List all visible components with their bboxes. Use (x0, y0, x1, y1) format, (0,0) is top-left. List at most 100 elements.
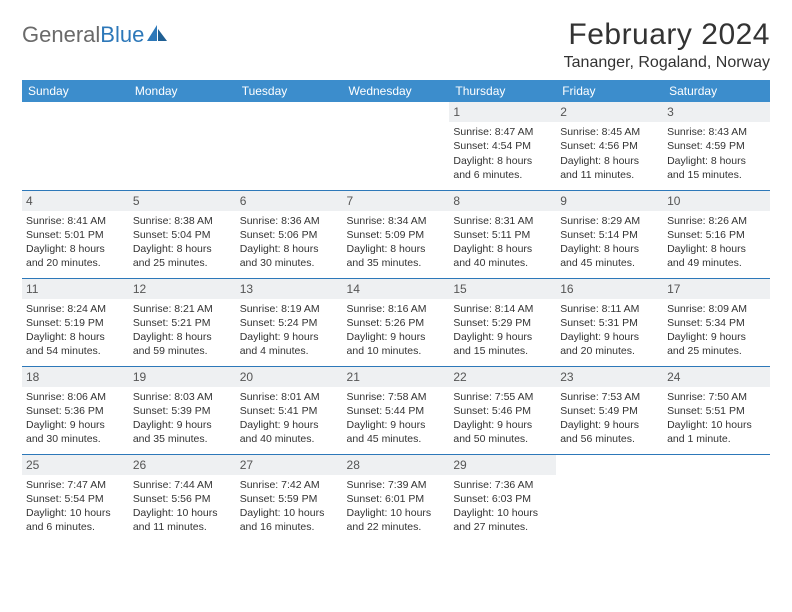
calendar-cell: 13 Sunrise: 8:19 AM Sunset: 5:24 PM Dayli… (236, 278, 343, 366)
day-details: Sunrise: 8:36 AM Sunset: 5:06 PM Dayligh… (240, 214, 339, 271)
day-number: 6 (236, 191, 343, 211)
calendar-cell: 15 Sunrise: 8:14 AM Sunset: 5:29 PM Dayli… (449, 278, 556, 366)
day-number: 24 (663, 367, 770, 387)
day-number: 26 (129, 455, 236, 475)
day-number: 25 (22, 455, 129, 475)
day-details: Sunrise: 8:19 AM Sunset: 5:24 PM Dayligh… (240, 302, 339, 359)
day-details: Sunrise: 8:14 AM Sunset: 5:29 PM Dayligh… (453, 302, 552, 359)
calendar-cell: 19 Sunrise: 8:03 AM Sunset: 5:39 PM Dayli… (129, 366, 236, 454)
day-number: 5 (129, 191, 236, 211)
day-number: 13 (236, 279, 343, 299)
dayhead-wednesday: Wednesday (343, 80, 450, 102)
dayhead-monday: Monday (129, 80, 236, 102)
day-details: Sunrise: 8:11 AM Sunset: 5:31 PM Dayligh… (560, 302, 659, 359)
day-number: 18 (22, 367, 129, 387)
calendar-cell: 26 Sunrise: 7:44 AM Sunset: 5:56 PM Dayli… (129, 454, 236, 542)
day-number: 22 (449, 367, 556, 387)
calendar-cell: 28 Sunrise: 7:39 AM Sunset: 6:01 PM Dayli… (343, 454, 450, 542)
location-subtitle: Tananger, Rogaland, Norway (564, 54, 770, 72)
calendar-cell (343, 102, 450, 190)
day-number: 20 (236, 367, 343, 387)
day-number: 28 (343, 455, 450, 475)
calendar-cell: 10 Sunrise: 8:26 AM Sunset: 5:16 PM Dayli… (663, 190, 770, 278)
calendar-cell (22, 102, 129, 190)
month-title: February 2024 (564, 18, 770, 52)
calendar-row: 4 Sunrise: 8:41 AM Sunset: 5:01 PM Daylig… (22, 190, 770, 278)
dayhead-saturday: Saturday (663, 80, 770, 102)
day-number: 2 (556, 102, 663, 122)
calendar-cell: 16 Sunrise: 8:11 AM Sunset: 5:31 PM Dayli… (556, 278, 663, 366)
day-details: Sunrise: 7:39 AM Sunset: 6:01 PM Dayligh… (347, 478, 446, 535)
calendar-cell: 27Sunrise: 7:42 AM Sunset: 5:59 PM Dayli… (236, 454, 343, 542)
day-details: Sunrise: 7:58 AM Sunset: 5:44 PM Dayligh… (347, 390, 446, 447)
day-number: 10 (663, 191, 770, 211)
day-number: 7 (343, 191, 450, 211)
calendar-cell: 4 Sunrise: 8:41 AM Sunset: 5:01 PM Daylig… (22, 190, 129, 278)
calendar-cell: 1 Sunrise: 8:47 AM Sunset: 4:54 PM Daylig… (449, 102, 556, 190)
calendar-cell: 14 Sunrise: 8:16 AM Sunset: 5:26 PM Dayli… (343, 278, 450, 366)
calendar-cell (129, 102, 236, 190)
day-details: Sunrise: 8:31 AM Sunset: 5:11 PM Dayligh… (453, 214, 552, 271)
calendar-cell: 6 Sunrise: 8:36 AM Sunset: 5:06 PM Daylig… (236, 190, 343, 278)
day-number: 14 (343, 279, 450, 299)
day-details: Sunrise: 7:44 AM Sunset: 5:56 PM Dayligh… (133, 478, 232, 535)
page-header: GeneralBlue February 2024 Tananger, Roga… (22, 18, 770, 72)
day-number: 9 (556, 191, 663, 211)
dayhead-friday: Friday (556, 80, 663, 102)
brand-part2: Blue (100, 22, 144, 48)
day-number: 17 (663, 279, 770, 299)
calendar-cell: 25 Sunrise: 7:47 AM Sunset: 5:54 PM Dayli… (22, 454, 129, 542)
day-details: Sunrise: 7:47 AM Sunset: 5:54 PM Dayligh… (26, 478, 125, 535)
day-number: 12 (129, 279, 236, 299)
day-number: 16 (556, 279, 663, 299)
calendar-row: 11Sunrise: 8:24 AM Sunset: 5:19 PM Dayli… (22, 278, 770, 366)
dayhead-sunday: Sunday (22, 80, 129, 102)
day-details: Sunrise: 8:24 AM Sunset: 5:19 PM Dayligh… (26, 302, 125, 359)
calendar-body: 1 Sunrise: 8:47 AM Sunset: 4:54 PM Daylig… (22, 102, 770, 542)
day-details: Sunrise: 8:16 AM Sunset: 5:26 PM Dayligh… (347, 302, 446, 359)
day-details: Sunrise: 8:29 AM Sunset: 5:14 PM Dayligh… (560, 214, 659, 271)
calendar-cell: 3Sunrise: 8:43 AM Sunset: 4:59 PM Daylig… (663, 102, 770, 190)
day-details: Sunrise: 8:03 AM Sunset: 5:39 PM Dayligh… (133, 390, 232, 447)
dayhead-tuesday: Tuesday (236, 80, 343, 102)
day-details: Sunrise: 7:50 AM Sunset: 5:51 PM Dayligh… (667, 390, 766, 447)
day-details: Sunrise: 7:36 AM Sunset: 6:03 PM Dayligh… (453, 478, 552, 535)
calendar-cell: 20 Sunrise: 8:01 AM Sunset: 5:41 PM Dayli… (236, 366, 343, 454)
calendar-cell: 5 Sunrise: 8:38 AM Sunset: 5:04 PM Daylig… (129, 190, 236, 278)
dayhead-thursday: Thursday (449, 80, 556, 102)
calendar-cell: 12 Sunrise: 8:21 AM Sunset: 5:21 PM Dayli… (129, 278, 236, 366)
day-number: 1 (449, 102, 556, 122)
brand-part1: General (22, 22, 100, 48)
calendar-cell (236, 102, 343, 190)
day-details: Sunrise: 8:41 AM Sunset: 5:01 PM Dayligh… (26, 214, 125, 271)
day-number: 15 (449, 279, 556, 299)
calendar-cell: 9 Sunrise: 8:29 AM Sunset: 5:14 PM Daylig… (556, 190, 663, 278)
day-details: Sunrise: 8:06 AM Sunset: 5:36 PM Dayligh… (26, 390, 125, 447)
calendar-cell: 2 Sunrise: 8:45 AM Sunset: 4:56 PM Daylig… (556, 102, 663, 190)
day-details: Sunrise: 8:47 AM Sunset: 4:54 PM Dayligh… (453, 125, 552, 182)
day-details: Sunrise: 8:38 AM Sunset: 5:04 PM Dayligh… (133, 214, 232, 271)
calendar-cell: 18 Sunrise: 8:06 AM Sunset: 5:36 PM Dayli… (22, 366, 129, 454)
day-details: Sunrise: 8:45 AM Sunset: 4:56 PM Dayligh… (560, 125, 659, 182)
day-details: Sunrise: 8:26 AM Sunset: 5:16 PM Dayligh… (667, 214, 766, 271)
sail-icon (146, 22, 168, 48)
day-number: 19 (129, 367, 236, 387)
calendar-cell: 11Sunrise: 8:24 AM Sunset: 5:19 PM Dayli… (22, 278, 129, 366)
day-details: Sunrise: 8:21 AM Sunset: 5:21 PM Dayligh… (133, 302, 232, 359)
day-details: Sunrise: 8:34 AM Sunset: 5:09 PM Dayligh… (347, 214, 446, 271)
calendar-cell: 8Sunrise: 8:31 AM Sunset: 5:11 PM Daylig… (449, 190, 556, 278)
day-number: 3 (663, 102, 770, 122)
calendar-cell: 23Sunrise: 7:53 AM Sunset: 5:49 PM Dayli… (556, 366, 663, 454)
day-details: Sunrise: 7:55 AM Sunset: 5:46 PM Dayligh… (453, 390, 552, 447)
calendar-cell: 29Sunrise: 7:36 AM Sunset: 6:03 PM Dayli… (449, 454, 556, 542)
day-number: 21 (343, 367, 450, 387)
brand-logo: GeneralBlue (22, 22, 168, 48)
day-details: Sunrise: 7:42 AM Sunset: 5:59 PM Dayligh… (240, 478, 339, 535)
day-details: Sunrise: 8:01 AM Sunset: 5:41 PM Dayligh… (240, 390, 339, 447)
calendar-cell: 22 Sunrise: 7:55 AM Sunset: 5:46 PM Dayli… (449, 366, 556, 454)
title-block: February 2024 Tananger, Rogaland, Norway (564, 18, 770, 72)
day-number: 4 (22, 191, 129, 211)
calendar-row: 25 Sunrise: 7:47 AM Sunset: 5:54 PM Dayli… (22, 454, 770, 542)
day-details: Sunrise: 7:53 AM Sunset: 5:49 PM Dayligh… (560, 390, 659, 447)
calendar-cell: 7 Sunrise: 8:34 AM Sunset: 5:09 PM Daylig… (343, 190, 450, 278)
